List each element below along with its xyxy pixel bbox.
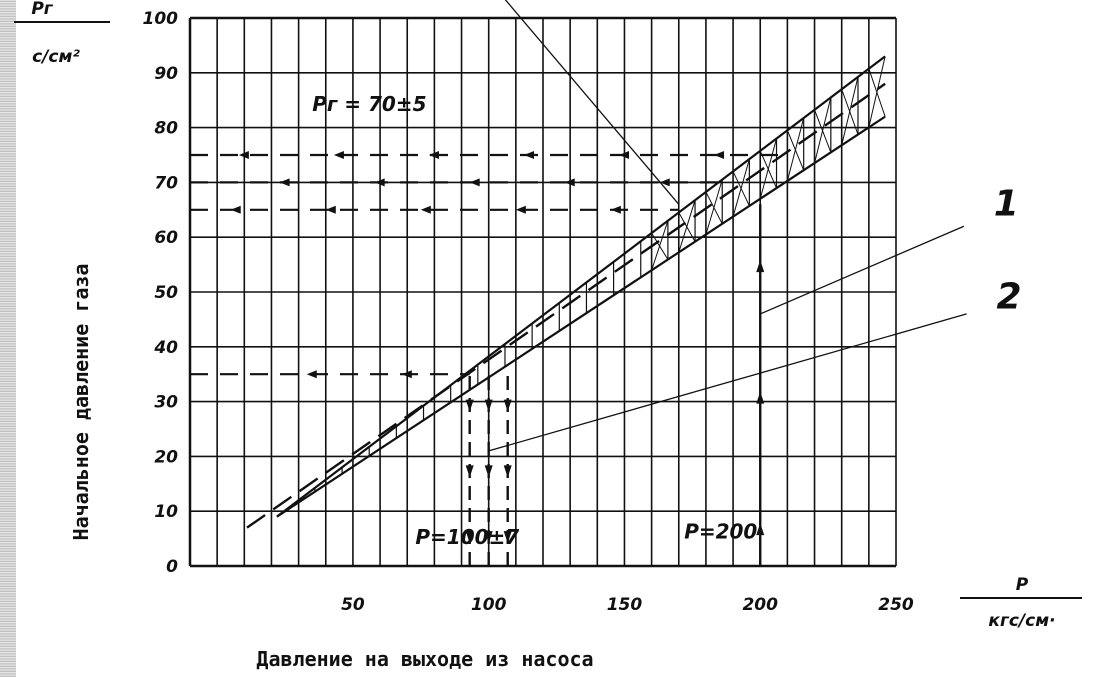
band-crosshatch [814, 109, 832, 153]
band-crosshatch [705, 191, 723, 225]
ref-arrow [503, 465, 512, 478]
y-tick-label: 50 [154, 283, 178, 303]
scanned-edge [0, 0, 16, 677]
annotations: Pг = 70±5 P=100±7 P=200 1 2 [312, 92, 1021, 549]
ref-arrow [503, 531, 512, 544]
ref-arrow [333, 151, 344, 159]
x-tick-label: 150 [607, 595, 643, 615]
y-unit-top: Pг [31, 0, 53, 19]
ref-arrow [374, 178, 385, 187]
y-tick-label: 10 [154, 502, 178, 522]
band-crosshatch [868, 68, 886, 117]
ref-arrow [279, 178, 290, 187]
ref-arrow [325, 205, 336, 214]
annotation-label: P=100±7 [415, 525, 519, 549]
grid [188, 16, 897, 568]
bands [314, 56, 886, 492]
ref-arrow [401, 370, 412, 379]
ref-arrow [659, 178, 670, 187]
y-tick-label: 60 [154, 228, 178, 248]
ref-arrow [484, 465, 493, 478]
ref-arrow [619, 151, 630, 159]
ref-arrow [420, 205, 431, 214]
ref-arrow [610, 205, 621, 214]
x-axis-label: Давление на выходе из насоса [256, 647, 593, 671]
series-number-label: 1 [994, 183, 1019, 224]
x-tick-label: 100 [471, 595, 507, 615]
reference-lines [190, 151, 782, 566]
band-crosshatch [651, 232, 669, 260]
ref-arrow [465, 465, 474, 478]
x-tick-label: 200 [742, 595, 778, 615]
band-crosshatch [786, 130, 805, 171]
series-line-upper [276, 55, 886, 518]
ref-arrow [238, 151, 249, 159]
y-tick-label: 40 [153, 338, 178, 358]
ref-arrow [484, 531, 493, 544]
ref-arrow [503, 399, 512, 412]
ref-arrow [306, 370, 317, 379]
annotation-label: P=200 [684, 520, 757, 544]
leader-line [504, 0, 680, 205]
series-line-lower [276, 115, 886, 518]
y-tick-label: 0 [166, 557, 178, 577]
ref-arrow [756, 260, 765, 273]
x-unit-top: P [1016, 575, 1029, 595]
y-tick-label: 20 [154, 447, 178, 467]
ref-arrow [714, 151, 725, 159]
series-lines [246, 55, 886, 529]
ref-arrow [465, 531, 474, 544]
ref-arrow [428, 151, 439, 159]
band-crosshatch [732, 171, 750, 207]
y-tick-label: 70 [154, 173, 178, 193]
y-tick-label: 30 [154, 393, 178, 413]
x-unit-bottom: кгс/см· [988, 611, 1055, 631]
leader-line [759, 225, 965, 315]
ref-arrow [469, 178, 480, 187]
annotation-label: Pг = 70±5 [312, 92, 426, 116]
ref-arrow [756, 391, 765, 404]
series-number-label: 2 [996, 276, 1021, 317]
x-tick-label: 250 [878, 595, 914, 615]
ref-arrow [465, 399, 474, 412]
band-crosshatch [841, 89, 859, 135]
ref-arrow [230, 205, 241, 214]
y-tick-label: 100 [143, 9, 179, 29]
ref-arrow [523, 151, 534, 159]
y-tick-label: 90 [154, 64, 178, 84]
ref-arrow [484, 399, 493, 412]
y-axis-label: Начальное давление газа [69, 264, 93, 541]
ref-arrow [564, 178, 575, 187]
x-tick-label: 50 [341, 595, 365, 615]
axis-labels: Начальное давление газа Давление на выход… [14, 0, 1082, 671]
tick-labels: 0 10 20 30 40 50 60 70 80 90 100 50 100 150 200 250 [143, 9, 914, 615]
y-tick-label: 80 [154, 119, 178, 139]
ref-arrow [515, 205, 526, 214]
leader-lines [488, 0, 967, 452]
series-line-mean [246, 82, 886, 529]
y-unit-bottom: с/см² [32, 47, 80, 67]
leader-line [488, 313, 967, 452]
band-crosshatch [678, 212, 696, 242]
ref-arrow [756, 523, 765, 536]
band-crosshatch [759, 150, 777, 189]
